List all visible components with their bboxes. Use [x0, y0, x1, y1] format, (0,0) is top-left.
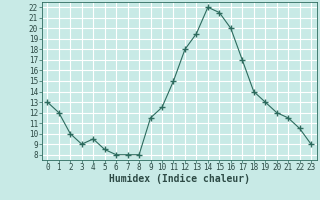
X-axis label: Humidex (Indice chaleur): Humidex (Indice chaleur): [109, 174, 250, 184]
